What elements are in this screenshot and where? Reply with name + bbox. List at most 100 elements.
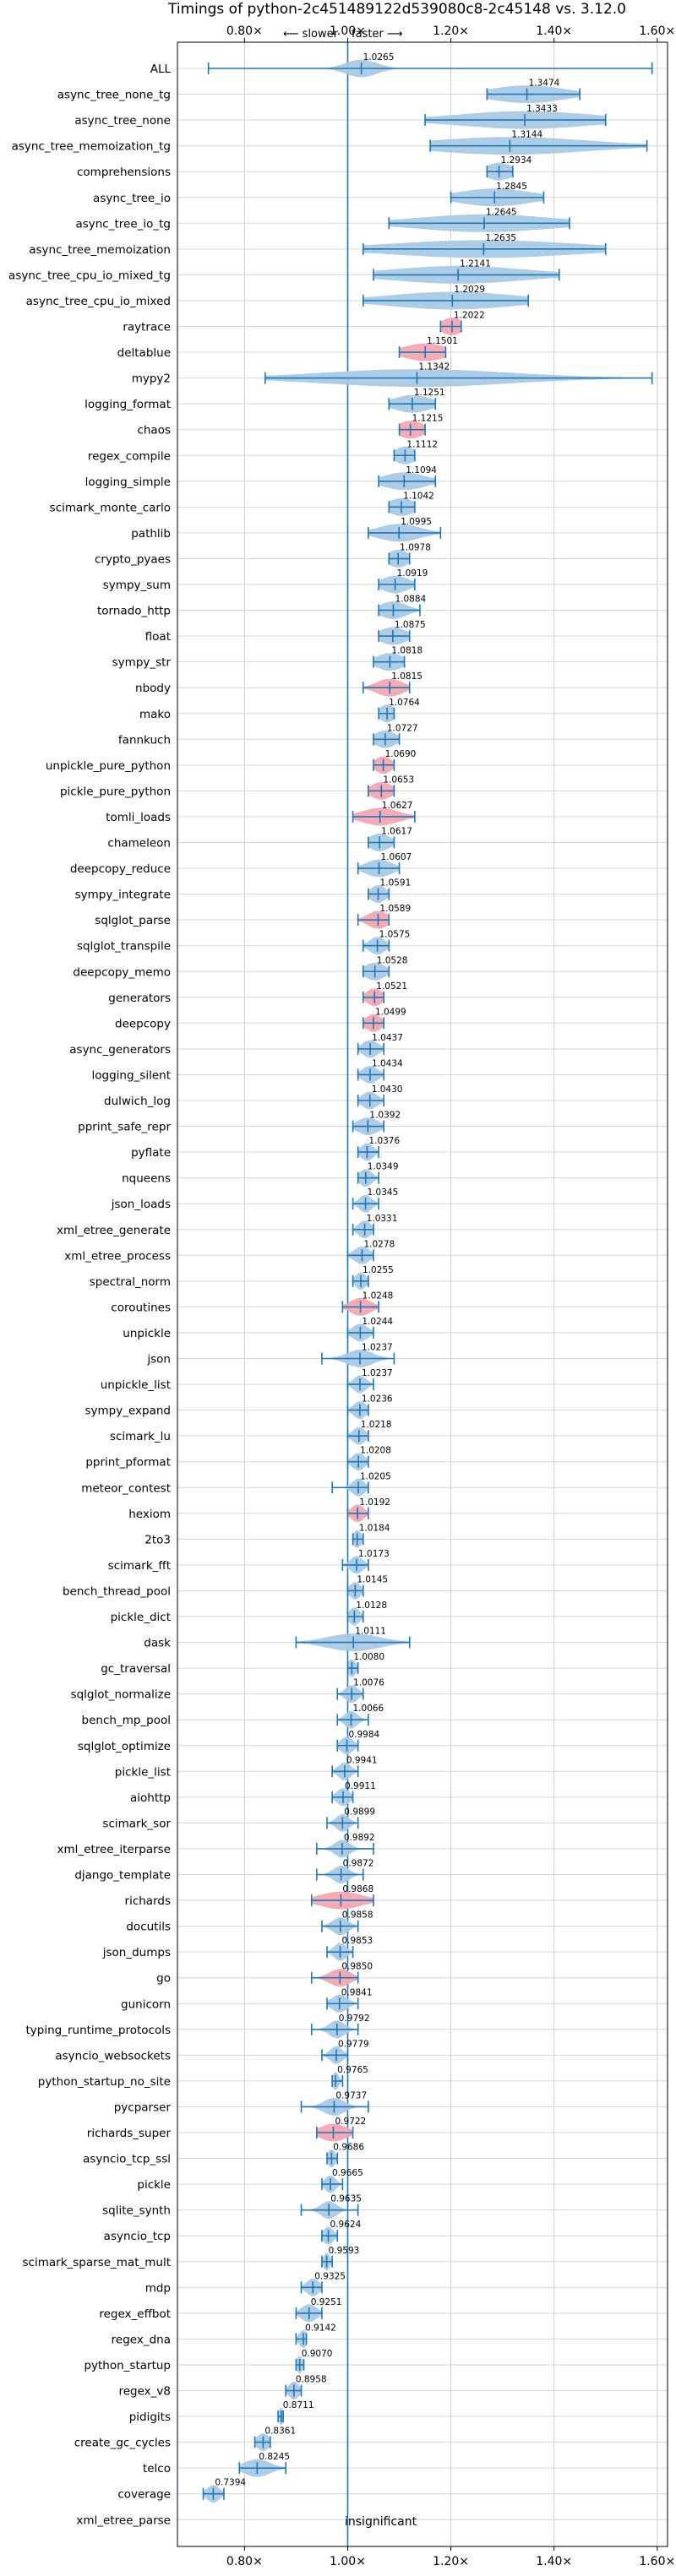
- benchmark-label: unpickle: [123, 1327, 171, 1340]
- benchmark-label: comprehensions: [77, 166, 171, 179]
- benchmark-label: django_template: [74, 1869, 171, 1883]
- benchmark-value-label: 1.3144: [511, 130, 542, 140]
- benchmark-value-label: 1.0589: [379, 904, 411, 914]
- benchmark-label: mako: [139, 708, 171, 721]
- benchmark-value-label: 0.9779: [338, 2039, 369, 2049]
- x-tick-layer: 0.80× 0.80× 1.00× 1.00× 1.20× 1.20× 1.40× 1.40×…: [226, 24, 675, 2568]
- benchmark-label: nqueens: [122, 1172, 171, 1186]
- benchmark-value-label: 1.0128: [356, 1600, 387, 1611]
- benchmark-label: logging_silent: [92, 1068, 171, 1082]
- benchmark-label: sqlglot_parse: [95, 914, 171, 927]
- benchmark-value-label: 1.0653: [383, 774, 414, 785]
- benchmark-value-label: 1.0392: [369, 1111, 401, 1121]
- benchmark-value-label: 0.9911: [345, 1781, 376, 1791]
- benchmark-label: async_tree_cpu_io_mixed_tg: [8, 269, 171, 282]
- chart-title: Timings of python-2c451489122d539080c8-2…: [167, 1, 626, 18]
- benchmark-value-label: 1.0884: [395, 595, 426, 605]
- benchmark-value-label: 1.2645: [486, 207, 517, 217]
- benchmark-value-label: 1.0528: [377, 955, 408, 965]
- benchmark-value-label: 1.0184: [359, 1523, 390, 1533]
- benchmark-label: sympy_str: [112, 656, 172, 670]
- slower-direction-label: ⟵ slower: [283, 28, 339, 41]
- benchmark-label: async_tree_memoization: [29, 243, 171, 257]
- benchmark-value-label: 1.2141: [460, 258, 491, 269]
- benchmark-value-label: 0.9853: [341, 1936, 373, 1946]
- benchmark-value-label: 1.0278: [363, 1239, 395, 1249]
- benchmark-label: regex_dna: [112, 2333, 171, 2346]
- benchmark-label: deltablue: [117, 346, 171, 360]
- benchmark-value-label: 0.9251: [311, 2297, 342, 2307]
- x-tick-label-top: 1.00×: [330, 24, 366, 38]
- benchmark-label: logging_simple: [85, 476, 171, 489]
- benchmark-label: pathlib: [131, 527, 171, 541]
- benchmark-value-label: 0.9737: [335, 2090, 367, 2100]
- benchmark-value-label: 1.1215: [412, 414, 444, 424]
- x-tick-label-top: 1.20×: [433, 24, 469, 38]
- benchmark-label: scimark_sparse_mat_mult: [23, 2256, 171, 2269]
- benchmark-value-label: 1.0208: [360, 1446, 391, 1456]
- benchmark-label: scimark_monte_carlo: [50, 501, 171, 514]
- benchmark-label: chameleon: [107, 837, 171, 851]
- benchmark-value-label: 0.9686: [333, 2143, 364, 2153]
- benchmark-value-label: 0.9868: [342, 1884, 373, 1894]
- benchmark-label: crypto_pyaes: [95, 552, 171, 566]
- benchmark-label: sympy_expand: [84, 1405, 171, 1418]
- benchmark-label: sqlglot_transpile: [77, 940, 171, 954]
- benchmark-value-label: 1.2845: [496, 182, 527, 192]
- x-tick-label-bottom: 1.60×: [639, 2555, 675, 2568]
- benchmark-value-label: 1.0248: [363, 1291, 394, 1301]
- benchmark-value-label: 0.9765: [337, 2065, 368, 2075]
- benchmark-value-label: 0.9984: [348, 1730, 379, 1740]
- benchmark-label: bench_thread_pool: [63, 1584, 171, 1598]
- benchmark-value-label: 0.9872: [343, 1859, 374, 1869]
- benchmark-label: async_tree_memoization_tg: [12, 140, 171, 154]
- benchmark-label: richards_super: [87, 2127, 172, 2140]
- benchmark-value-label: 1.2022: [454, 311, 485, 321]
- benchmark-label: richards: [125, 1894, 171, 1908]
- faster-direction-label: faster ⟶: [352, 28, 403, 41]
- benchmark-label: nbody: [135, 682, 171, 695]
- benchmark-label: create_gc_cycles: [74, 2437, 171, 2450]
- benchmark-value-label: 0.9892: [344, 1833, 375, 1843]
- benchmark-value-label: 1.0919: [397, 568, 428, 579]
- benchmark-label: mdp: [145, 2281, 171, 2295]
- benchmark-label: json_dumps: [102, 1946, 171, 1959]
- benchmark-value-label: 1.0205: [360, 1471, 391, 1481]
- benchmark-label: sympy_integrate: [75, 889, 171, 902]
- benchmark-label: async_tree_none_tg: [57, 89, 171, 102]
- benchmark-value-label: 0.9722: [335, 2117, 367, 2127]
- plot-frame: [177, 41, 668, 2547]
- benchmark-label: pidigits: [129, 2410, 171, 2424]
- benchmark-value-label: 1.0066: [353, 1704, 384, 1714]
- benchmark-value-label: 1.0437: [372, 1033, 403, 1043]
- benchmark-value-label: 1.0995: [401, 517, 432, 527]
- benchmark-value-label: 1.0499: [375, 1007, 406, 1017]
- benchmark-label: regex_effbot: [99, 2307, 171, 2321]
- x-tick-label-bottom: 1.00×: [330, 2555, 366, 2568]
- x-tick-label-bottom: 1.40×: [536, 2555, 572, 2568]
- benchmark-value-label: 1.0345: [368, 1187, 399, 1198]
- benchmark-value-label: 1.1112: [406, 439, 438, 449]
- benchmark-value-label: 0.9635: [330, 2194, 362, 2204]
- benchmark-label: telco: [143, 2462, 171, 2475]
- benchmark-label: python_startup_no_site: [38, 2075, 171, 2089]
- benchmark-value-label: 1.0349: [368, 1162, 399, 1172]
- benchmark-value-label: 1.0237: [362, 1343, 393, 1353]
- benchmark-label: unpickle_pure_python: [46, 759, 171, 773]
- benchmark-label: deepcopy_memo: [73, 965, 171, 979]
- benchmark-value-label: 1.0591: [380, 878, 412, 889]
- benchmark-value-label: 1.0815: [391, 671, 422, 682]
- benchmark-value-label: 1.1251: [414, 388, 445, 398]
- benchmark-value-label: 1.1042: [403, 491, 434, 501]
- benchmark-label: sympy_sum: [103, 579, 171, 592]
- benchmark-label: pyflate: [131, 1146, 171, 1160]
- benchmark-label: sqlglot_normalize: [71, 1688, 171, 1702]
- benchmark-value-label: 1.0080: [353, 1652, 384, 1662]
- benchmark-label: sqlite_synth: [102, 2204, 171, 2218]
- benchmark-value-label: 1.0192: [359, 1497, 390, 1508]
- x-tick-label-bottom: 0.80×: [226, 2555, 263, 2568]
- benchmark-value-label: 1.0237: [362, 1368, 393, 1378]
- benchmark-value-label: 0.9850: [341, 1962, 373, 1972]
- benchmark-label: scimark_sor: [102, 1817, 171, 1830]
- benchmark-label: xml_etree_generate: [57, 1224, 171, 1237]
